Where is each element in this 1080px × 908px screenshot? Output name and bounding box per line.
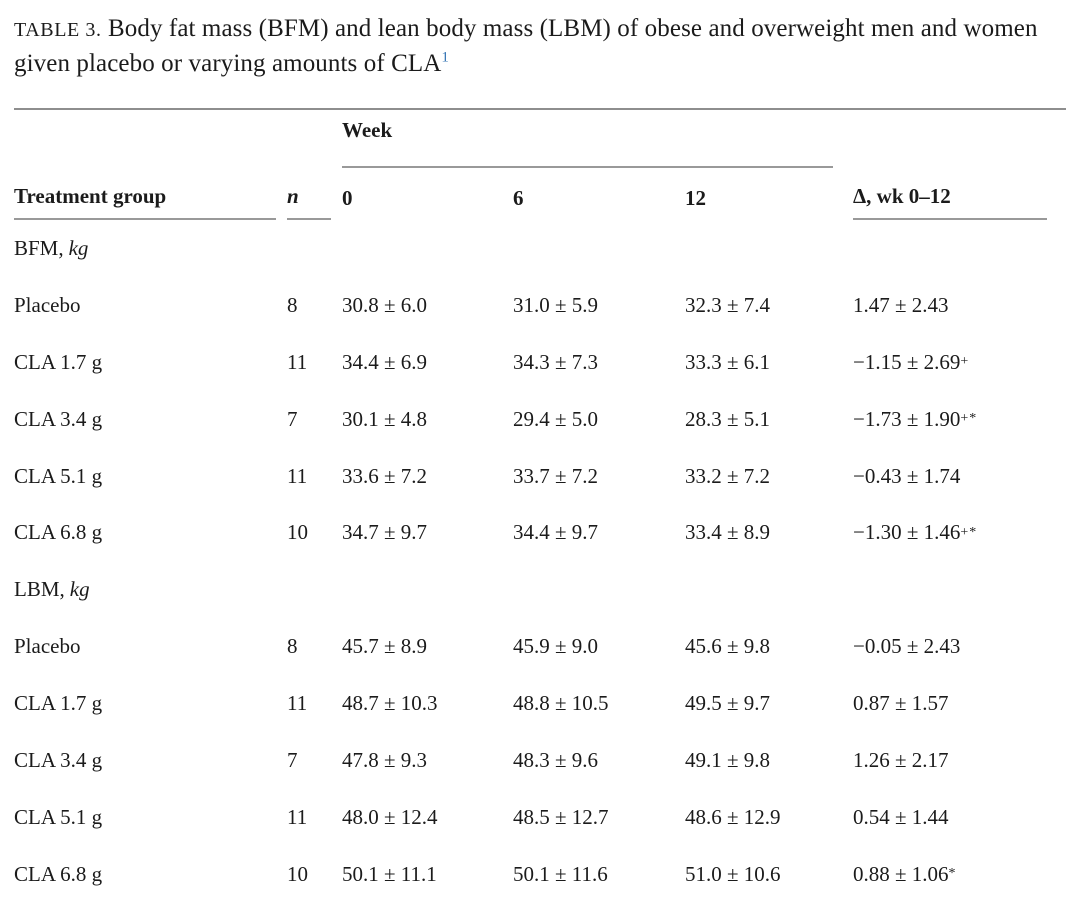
cell-group: CLA 3.4 g [14,406,103,431]
cell-week12: 45.6 ± 9.8 [685,634,771,659]
cell-week12: 33.4 ± 8.9 [685,520,771,545]
col-header-treatment-group: Treatment group [14,168,276,220]
cell-n: 10 [287,861,308,886]
cell-week6: 48.8 ± 10.5 [513,691,609,716]
cell-group: CLA 5.1 g [14,463,103,488]
cell-week6: 34.3 ± 7.3 [513,349,599,374]
table-header: Week Treatment group n 0 6 12 Δ, wk 0–12 [14,108,1066,220]
cell-delta: −1.15 ± 2.69 + [853,349,970,374]
section-label: LBM, kg [14,577,90,602]
cell-group: CLA 1.7 g [14,349,103,374]
section-label: BFM, kg [14,235,89,260]
section-unit: kg [68,235,89,260]
col-header-delta: Δ, wk 0–12 [853,168,1047,220]
cell-week12: 49.1 ± 9.8 [685,747,771,772]
col-spanner-week: Week [342,110,833,168]
cell-n: 8 [287,292,298,317]
col-header-week-12: 12 [685,186,706,210]
cell-group: CLA 1.7 g [14,691,103,716]
cell-week6: 48.5 ± 12.7 [513,804,609,829]
cell-delta: 0.87 ± 1.57 [853,691,949,716]
cell-week12: 49.5 ± 9.7 [685,691,771,716]
cell-week12: 51.0 ± 10.6 [685,861,781,886]
col-header-week-0: 0 [342,186,353,210]
cell-group: Placebo [14,634,81,659]
cell-n: 7 [287,406,298,431]
cell-delta: −0.05 ± 2.43 [853,634,961,659]
cell-week0: 48.7 ± 10.3 [342,691,438,716]
cell-week12: 28.3 ± 5.1 [685,406,771,431]
cell-week6: 29.4 ± 5.0 [513,406,599,431]
table-body: BFM, kg Placebo 8 30.8 ± 6.0 31.0 ± 5.9 3… [14,220,1066,903]
cell-week6: 34.4 ± 9.7 [513,520,599,545]
cell-week0: 34.7 ± 9.7 [342,520,428,545]
cell-week6: 48.3 ± 9.6 [513,747,599,772]
cell-week0: 30.1 ± 4.8 [342,406,428,431]
cell-delta: 0.54 ± 1.44 [853,804,949,829]
cell-n: 11 [287,691,308,716]
col-header-week-6: 6 [513,186,524,210]
cell-delta: 1.26 ± 2.17 [853,747,949,772]
cell-n: 11 [287,349,308,374]
cell-group: CLA 3.4 g [14,747,103,772]
cell-delta: 0.88 ± 1.06 * [853,861,957,886]
col-header-n: n [287,168,331,220]
footnote-ref-link[interactable]: 1 [441,49,450,66]
table-number-label: TABLE 3. [14,19,102,41]
cell-week0: 50.1 ± 11.1 [342,861,437,886]
cell-week6: 45.9 ± 9.0 [513,634,599,659]
cell-week12: 33.3 ± 6.1 [685,349,771,374]
cell-week6: 31.0 ± 5.9 [513,292,599,317]
cell-week0: 45.7 ± 8.9 [342,634,428,659]
cell-week12: 33.2 ± 7.2 [685,463,771,488]
cell-week6: 50.1 ± 11.6 [513,861,608,886]
cell-delta: −1.73 ± 1.90 +* [853,406,978,431]
cell-delta: −0.43 ± 1.74 [853,463,961,488]
cell-group: CLA 6.8 g [14,520,103,545]
cell-week0: 30.8 ± 6.0 [342,292,428,317]
cell-n: 10 [287,520,308,545]
cell-week12: 32.3 ± 7.4 [685,292,771,317]
cell-group: CLA 5.1 g [14,804,103,829]
cell-group: CLA 6.8 g [14,861,103,886]
cell-n: 11 [287,804,308,829]
cell-delta: −1.30 ± 1.46 +* [853,520,978,545]
cell-week6: 33.7 ± 7.2 [513,463,599,488]
cell-week0: 47.8 ± 9.3 [342,747,428,772]
cell-n: 8 [287,634,298,659]
section-unit: kg [69,577,90,602]
cell-delta: 1.47 ± 2.43 [853,292,949,317]
cell-week0: 48.0 ± 12.4 [342,804,438,829]
cell-week0: 33.6 ± 7.2 [342,463,428,488]
table-caption: TABLE 3. Body fat mass (BFM) and lean bo… [14,12,1066,81]
cell-n: 11 [287,463,308,488]
cell-week12: 48.6 ± 12.9 [685,804,781,829]
table-caption-text: Body fat mass (BFM) and lean body mass (… [14,15,1038,77]
cell-group: Placebo [14,292,81,317]
cell-week0: 34.4 ± 6.9 [342,349,428,374]
cell-n: 7 [287,747,298,772]
